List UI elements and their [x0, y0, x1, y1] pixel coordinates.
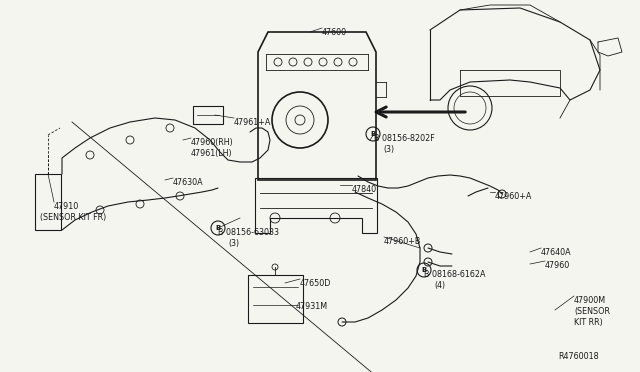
Bar	[35, 174, 61, 230]
Text: B: B	[421, 267, 427, 273]
Bar	[193, 106, 223, 124]
Text: (SENSOR: (SENSOR	[574, 307, 610, 316]
Text: (3): (3)	[228, 239, 239, 248]
Text: 47840: 47840	[352, 185, 377, 194]
Text: (SENSOR KIT FR): (SENSOR KIT FR)	[40, 213, 106, 222]
Text: 47960(RH): 47960(RH)	[191, 138, 234, 147]
Text: B 08156-8202F: B 08156-8202F	[374, 134, 435, 143]
Text: 47640A: 47640A	[541, 248, 572, 257]
Text: 47900M: 47900M	[574, 296, 606, 305]
Text: (4): (4)	[434, 281, 445, 290]
Text: B: B	[216, 225, 221, 231]
Text: 47600: 47600	[322, 28, 347, 37]
Text: (3): (3)	[383, 145, 394, 154]
Text: B 08156-63033: B 08156-63033	[218, 228, 279, 237]
Text: R4760018: R4760018	[558, 352, 598, 361]
Text: 47630A: 47630A	[173, 178, 204, 187]
Text: KIT RR): KIT RR)	[574, 318, 603, 327]
Text: 47910: 47910	[54, 202, 79, 211]
Text: 47650D: 47650D	[300, 279, 332, 288]
Text: 47960+B: 47960+B	[384, 237, 421, 246]
Text: 47960+A: 47960+A	[495, 192, 532, 201]
Text: 47960: 47960	[545, 261, 570, 270]
Text: B 08168-6162A: B 08168-6162A	[424, 270, 486, 279]
Bar	[248, 275, 303, 323]
Text: B: B	[371, 131, 376, 137]
Text: 47931M: 47931M	[296, 302, 328, 311]
Text: 47961+A: 47961+A	[234, 118, 271, 127]
Text: 47961(LH): 47961(LH)	[191, 149, 232, 158]
